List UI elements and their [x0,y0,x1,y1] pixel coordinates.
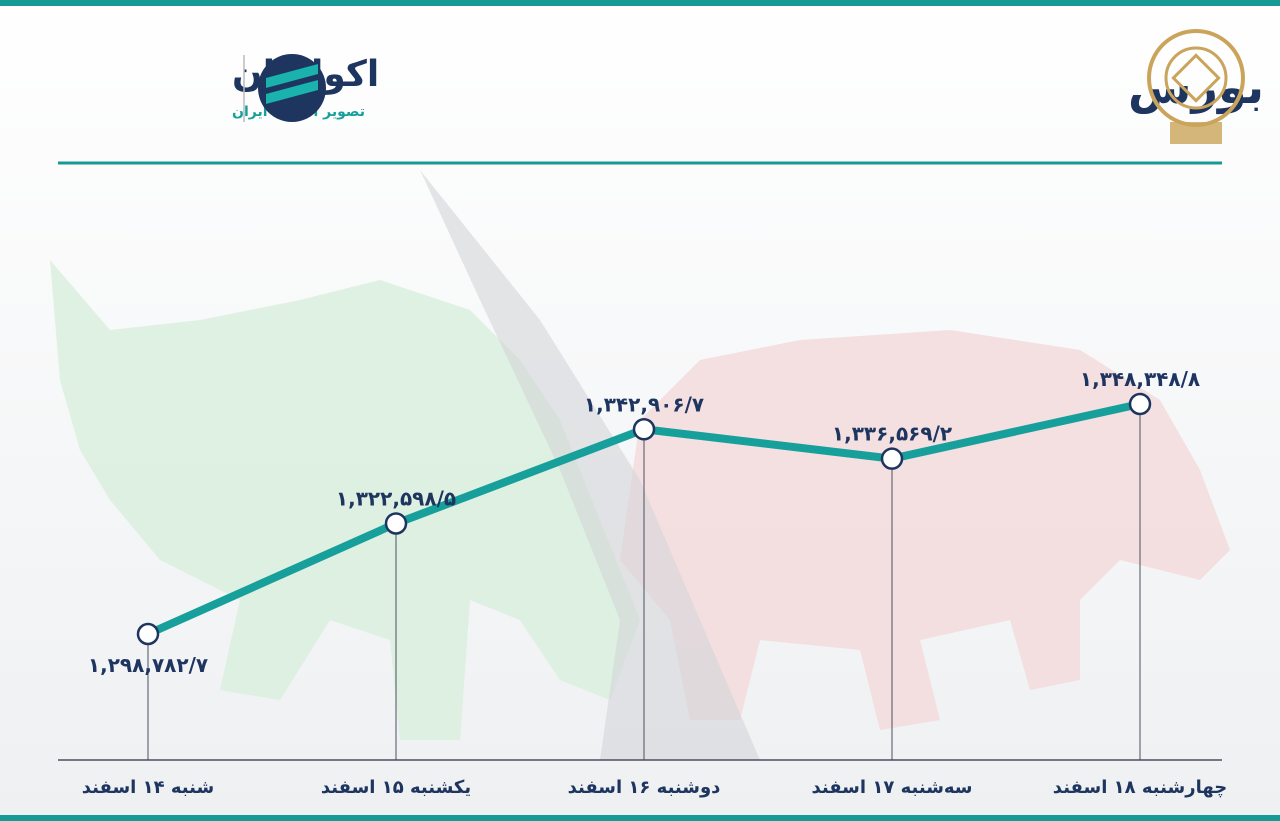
logo-stripes [266,64,318,104]
brand-logo [258,54,326,122]
value-label: ۱,۳۳۶,۵۶۹/۲ [832,422,952,446]
x-tick-label: سه‌شنبه ۱۷ اسفند [811,777,972,798]
value-label: ۱,۳۴۸,۳۴۸/۸ [1080,367,1200,391]
exchange-emblem [1147,29,1245,144]
data-point [880,447,904,470]
x-tick-label: یکشنبه ۱۵ اسفند [321,777,471,798]
bottom-border [0,815,1280,821]
bear-silhouette [620,330,1230,730]
data-point [632,418,656,441]
value-label: ۱,۳۲۲,۵۹۸/۵ [336,486,456,510]
chart-title: روند هفته شاخص کل بورس [1128,60,1280,114]
value-label: ۱,۲۹۸,۷۸۲/۷ [88,653,208,677]
x-tick-label: دوشنبه ۱۶ اسفند [568,777,721,798]
bull-silhouette [50,260,640,740]
emblem-star [1171,53,1221,103]
data-point [384,512,408,535]
top-border [0,0,1280,6]
emblem-base [1170,122,1222,144]
data-point [136,622,160,646]
x-tick-label: شنبه ۱۴ اسفند [82,777,214,798]
data-point [1128,392,1152,416]
x-tick-label: چهارشنبه ۱۸ اسفند [1053,777,1227,798]
value-label: ۱,۳۴۲,۹۰۶/۷ [584,392,704,416]
emblem-inner [1164,46,1228,110]
arrow-silhouette [420,170,760,760]
